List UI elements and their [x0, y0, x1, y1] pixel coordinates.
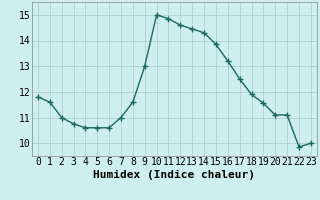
- X-axis label: Humidex (Indice chaleur): Humidex (Indice chaleur): [93, 170, 255, 180]
